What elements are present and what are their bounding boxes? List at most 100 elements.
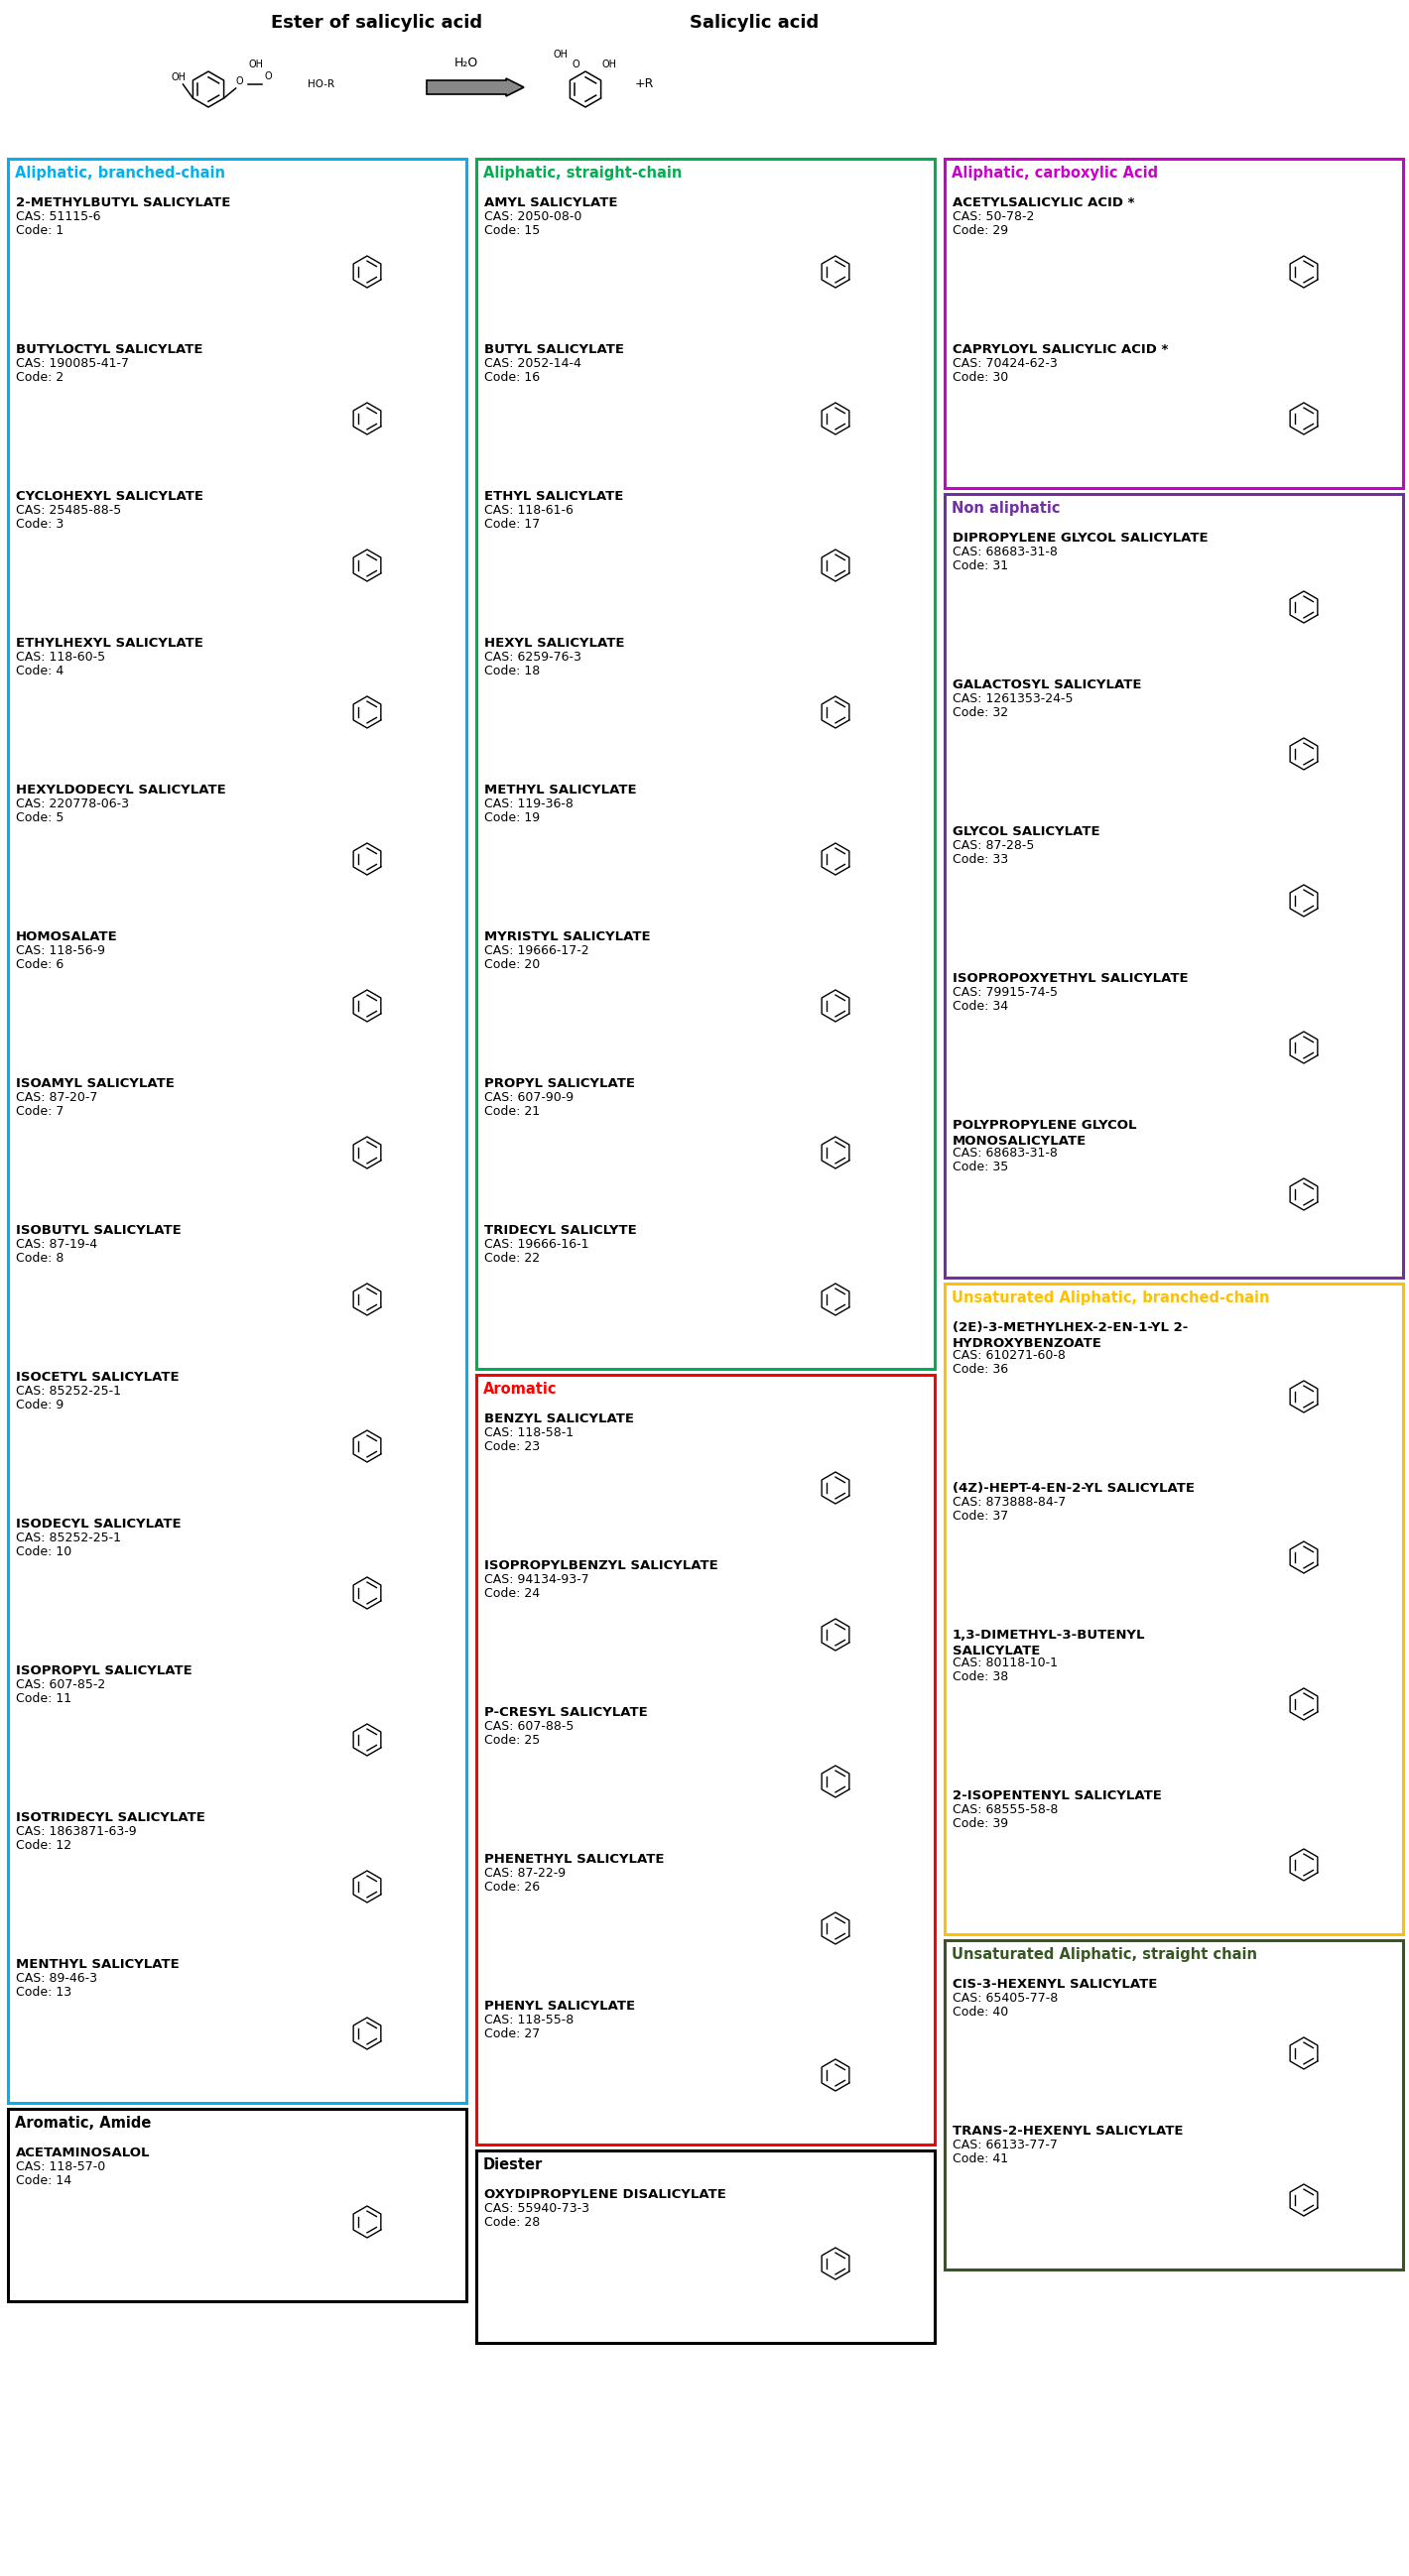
Text: AMYL SALICYLATE: AMYL SALICYLATE <box>485 196 617 209</box>
Text: (2E)-3-METHYLHEX-2-EN-1-YL 2-
HYDROXYBENZOATE: (2E)-3-METHYLHEX-2-EN-1-YL 2- HYDROXYBEN… <box>952 1321 1188 1350</box>
Text: Code: 5: Code: 5 <box>15 811 63 824</box>
Text: PHENETHYL SALICYLATE: PHENETHYL SALICYLATE <box>485 1852 664 1865</box>
Text: CAS: 119-36-8: CAS: 119-36-8 <box>485 799 573 811</box>
Text: HEXYLDODECYL SALICYLATE: HEXYLDODECYL SALICYLATE <box>15 783 225 796</box>
Text: Aromatic: Aromatic <box>483 1381 557 1396</box>
Text: HOMOSALATE: HOMOSALATE <box>15 930 118 943</box>
Text: Code: 11: Code: 11 <box>15 1692 72 1705</box>
Text: CAS: 79915-74-5: CAS: 79915-74-5 <box>952 987 1058 999</box>
Text: Code: 30: Code: 30 <box>952 371 1009 384</box>
Text: Code: 1: Code: 1 <box>15 224 63 237</box>
Text: OH: OH <box>554 49 568 59</box>
Text: CAS: 70424-62-3: CAS: 70424-62-3 <box>952 358 1058 371</box>
Text: ISOTRIDECYL SALICYLATE: ISOTRIDECYL SALICYLATE <box>15 1811 206 1824</box>
Text: CAS: 118-60-5: CAS: 118-60-5 <box>15 652 106 665</box>
FancyBboxPatch shape <box>476 160 934 1368</box>
Text: Diester: Diester <box>483 2159 542 2172</box>
Text: Code: 23: Code: 23 <box>485 1440 540 1453</box>
Text: MYRISTYL SALICYLATE: MYRISTYL SALICYLATE <box>485 930 651 943</box>
Text: Aliphatic, branched-chain: Aliphatic, branched-chain <box>15 165 225 180</box>
Text: CAS: 2052-14-4: CAS: 2052-14-4 <box>485 358 582 371</box>
Text: Code: 32: Code: 32 <box>952 706 1009 719</box>
Text: O: O <box>263 72 272 82</box>
Text: CAS: 607-85-2: CAS: 607-85-2 <box>15 1680 106 1692</box>
FancyBboxPatch shape <box>8 160 466 2102</box>
Text: CAS: 118-55-8: CAS: 118-55-8 <box>485 2014 573 2027</box>
Text: Code: 34: Code: 34 <box>952 999 1009 1012</box>
Text: CAS: 80118-10-1: CAS: 80118-10-1 <box>952 1656 1058 1669</box>
Text: CAS: 1261353-24-5: CAS: 1261353-24-5 <box>952 693 1074 706</box>
Text: H₂O: H₂O <box>454 57 479 70</box>
Text: CAS: 87-20-7: CAS: 87-20-7 <box>15 1092 97 1105</box>
Text: CAS: 220778-06-3: CAS: 220778-06-3 <box>15 799 130 811</box>
Text: Code: 33: Code: 33 <box>952 853 1009 866</box>
Text: ISOCETYL SALICYLATE: ISOCETYL SALICYLATE <box>15 1370 179 1383</box>
Text: Aliphatic, straight-chain: Aliphatic, straight-chain <box>483 165 682 180</box>
Text: Code: 38: Code: 38 <box>952 1669 1009 1682</box>
Text: CAS: 68555-58-8: CAS: 68555-58-8 <box>952 1803 1058 1816</box>
Text: Code: 16: Code: 16 <box>485 371 540 384</box>
Text: CAS: 873888-84-7: CAS: 873888-84-7 <box>952 1497 1067 1510</box>
FancyBboxPatch shape <box>944 1940 1403 2269</box>
Text: Code: 37: Code: 37 <box>952 1510 1009 1522</box>
Text: CYCLOHEXYL SALICYLATE: CYCLOHEXYL SALICYLATE <box>15 489 203 502</box>
Text: POLYPROPYLENE GLYCOL
MONOSALICYLATE: POLYPROPYLENE GLYCOL MONOSALICYLATE <box>952 1118 1137 1149</box>
Text: CAS: 610271-60-8: CAS: 610271-60-8 <box>952 1350 1065 1363</box>
Text: CAS: 51115-6: CAS: 51115-6 <box>15 211 100 224</box>
Text: ACETAMINOSALOL: ACETAMINOSALOL <box>15 2146 151 2159</box>
Text: CAS: 66133-77-7: CAS: 66133-77-7 <box>952 2138 1058 2151</box>
Text: Code: 7: Code: 7 <box>15 1105 63 1118</box>
Text: CAS: 85252-25-1: CAS: 85252-25-1 <box>15 1386 121 1399</box>
Text: TRIDECYL SALICLYTE: TRIDECYL SALICLYTE <box>485 1224 637 1236</box>
Text: ETHYLHEXYL SALICYLATE: ETHYLHEXYL SALICYLATE <box>15 636 203 649</box>
Text: ISOPROPOXYETHYL SALICYLATE: ISOPROPOXYETHYL SALICYLATE <box>952 971 1188 984</box>
FancyBboxPatch shape <box>944 1283 1403 1935</box>
Text: P-CRESYL SALICYLATE: P-CRESYL SALICYLATE <box>485 1705 648 1718</box>
Text: CAS: 607-90-9: CAS: 607-90-9 <box>485 1092 573 1105</box>
Text: CAS: 6259-76-3: CAS: 6259-76-3 <box>485 652 582 665</box>
Text: Code: 41: Code: 41 <box>952 2154 1009 2166</box>
Text: Code: 31: Code: 31 <box>952 559 1009 572</box>
Text: TRANS-2-HEXENYL SALICYLATE: TRANS-2-HEXENYL SALICYLATE <box>952 2125 1184 2138</box>
Text: Code: 14: Code: 14 <box>15 2174 72 2187</box>
Text: CAS: 65405-77-8: CAS: 65405-77-8 <box>952 1991 1058 2004</box>
Text: Code: 17: Code: 17 <box>485 518 540 531</box>
Text: Unsaturated Aliphatic, branched-chain: Unsaturated Aliphatic, branched-chain <box>951 1291 1270 1306</box>
Text: ISOAMYL SALICYLATE: ISOAMYL SALICYLATE <box>15 1077 175 1090</box>
Text: 1,3-DIMETHYL-3-BUTENYL
SALICYLATE: 1,3-DIMETHYL-3-BUTENYL SALICYLATE <box>952 1628 1146 1656</box>
Text: CAPRYLOYL SALICYLIC ACID *: CAPRYLOYL SALICYLIC ACID * <box>952 343 1168 355</box>
Text: Code: 27: Code: 27 <box>485 2027 540 2040</box>
FancyBboxPatch shape <box>8 2110 466 2300</box>
Text: Code: 39: Code: 39 <box>952 1816 1009 1829</box>
Text: CAS: 118-56-9: CAS: 118-56-9 <box>15 945 106 958</box>
Text: Code: 15: Code: 15 <box>485 224 540 237</box>
Text: CAS: 68683-31-8: CAS: 68683-31-8 <box>952 546 1058 559</box>
Text: (4Z)-HEPT-4-EN-2-YL SALICYLATE: (4Z)-HEPT-4-EN-2-YL SALICYLATE <box>952 1481 1195 1494</box>
Text: CAS: 25485-88-5: CAS: 25485-88-5 <box>15 505 121 518</box>
Text: 2-ISOPENTENYL SALICYLATE: 2-ISOPENTENYL SALICYLATE <box>952 1790 1162 1803</box>
Text: CAS: 68683-31-8: CAS: 68683-31-8 <box>952 1146 1058 1159</box>
Text: BUTYLOCTYL SALICYLATE: BUTYLOCTYL SALICYLATE <box>15 343 203 355</box>
Text: PHENYL SALICYLATE: PHENYL SALICYLATE <box>485 1999 635 2012</box>
Text: ETHYL SALICYLATE: ETHYL SALICYLATE <box>485 489 624 502</box>
FancyArrow shape <box>427 77 524 95</box>
Text: OH: OH <box>248 59 263 70</box>
Text: ACETYLSALICYLIC ACID *: ACETYLSALICYLIC ACID * <box>952 196 1134 209</box>
Text: Code: 10: Code: 10 <box>15 1546 72 1558</box>
Text: CAS: 87-22-9: CAS: 87-22-9 <box>485 1868 565 1880</box>
Text: Code: 36: Code: 36 <box>952 1363 1009 1376</box>
Text: Code: 19: Code: 19 <box>485 811 540 824</box>
Text: Code: 8: Code: 8 <box>15 1252 63 1265</box>
Text: Aliphatic, carboxylic Acid: Aliphatic, carboxylic Acid <box>951 165 1158 180</box>
FancyBboxPatch shape <box>476 1376 934 2143</box>
Text: OH: OH <box>172 72 186 82</box>
Text: Code: 3: Code: 3 <box>15 518 63 531</box>
Text: Code: 2: Code: 2 <box>15 371 63 384</box>
Text: Code: 18: Code: 18 <box>485 665 540 677</box>
Text: Code: 40: Code: 40 <box>952 2007 1009 2020</box>
Text: Code: 26: Code: 26 <box>485 1880 540 1893</box>
Text: CAS: 118-58-1: CAS: 118-58-1 <box>485 1427 573 1440</box>
Text: CAS: 190085-41-7: CAS: 190085-41-7 <box>15 358 130 371</box>
Text: Code: 35: Code: 35 <box>952 1162 1009 1175</box>
Text: Code: 4: Code: 4 <box>15 665 63 677</box>
